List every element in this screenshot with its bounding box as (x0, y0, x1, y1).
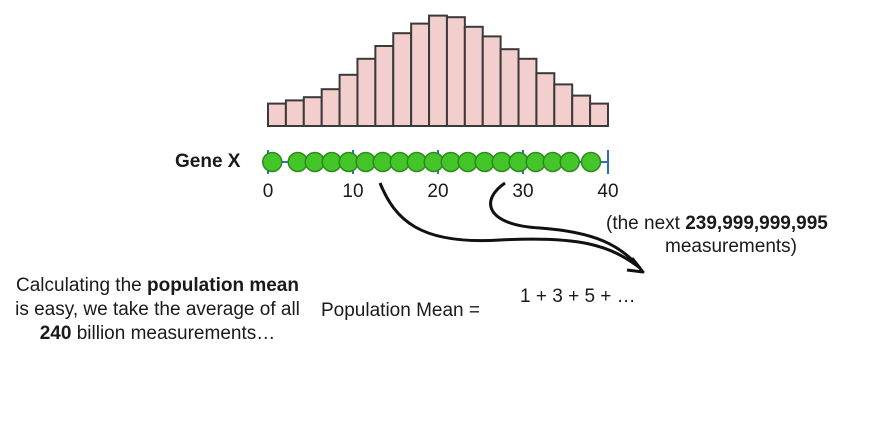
measurement-point (508, 151, 529, 173)
measurement-point (287, 151, 308, 173)
arrow-curve-from-25 (489, 181, 642, 269)
population-mean-label: Population Mean = (321, 300, 480, 321)
axis-tick-label: 20 (427, 181, 449, 202)
measurement-point (338, 151, 359, 173)
histogram-bar (463, 25, 484, 127)
histogram-bar (410, 22, 431, 128)
histogram-bar (374, 45, 395, 127)
histogram-bar (445, 16, 466, 128)
measurement-point (262, 151, 283, 173)
histogram-bar (553, 83, 574, 127)
measurement-point (491, 151, 512, 173)
formula-numerator: 1 + 3 + 5 + … (520, 286, 636, 307)
axis-tick-label: 30 (512, 181, 534, 202)
measurement-point (474, 151, 495, 173)
histogram-bar (338, 73, 359, 128)
measurement-point (355, 151, 376, 173)
histogram-bar (535, 72, 556, 127)
histogram-bar (428, 14, 448, 128)
histogram-bar (571, 94, 592, 127)
explanation-bold-240: 240 (39, 323, 72, 344)
measurement-point (423, 151, 444, 173)
measurement-point (542, 151, 563, 173)
histogram-bar (267, 102, 287, 127)
axis-tick-label: 0 (262, 181, 274, 202)
next-measurements-note: (the next 239,999,999,995 measurements) (606, 212, 876, 258)
measurement-point (580, 151, 602, 173)
arrow-head (626, 257, 645, 274)
next-note-prefix: (the next (606, 213, 686, 234)
next-note-count: 239,999,999,995 (685, 213, 828, 234)
histogram-bar (320, 88, 341, 127)
measurement-point (372, 151, 393, 173)
histogram-bar (481, 35, 502, 127)
explanation-text: Calculating the population mean is easy,… (15, 274, 300, 346)
histogram-bar (302, 96, 323, 127)
histogram-bar (499, 48, 520, 128)
histogram-bar (284, 99, 305, 128)
histogram-bar (392, 32, 413, 128)
measurement-point (406, 151, 427, 173)
gene-label: Gene X (175, 151, 241, 172)
measurement-point (525, 151, 546, 173)
explanation-part1: Calculating the (16, 275, 147, 296)
measurement-point (457, 151, 478, 173)
measurement-point (389, 151, 410, 173)
measurement-point (440, 151, 461, 173)
axis-tick-label: 10 (342, 181, 364, 202)
measurement-point (321, 151, 342, 173)
axis-tick-label: 40 (597, 181, 619, 202)
histogram-bar (589, 102, 610, 127)
explanation-part2: is easy, we take the average of all (15, 299, 300, 320)
arrow-curve-from-10 (378, 182, 641, 270)
histogram-bar (356, 57, 377, 127)
next-note-line2: measurements) (665, 236, 797, 257)
explanation-part3: billion measurements… (71, 323, 276, 344)
explanation-bold-population-mean: population mean (146, 275, 299, 296)
histogram (267, 14, 610, 128)
measurement-point (304, 151, 325, 173)
measurement-point (559, 151, 580, 173)
histogram-bar (517, 57, 538, 127)
measurement-points (262, 151, 602, 173)
